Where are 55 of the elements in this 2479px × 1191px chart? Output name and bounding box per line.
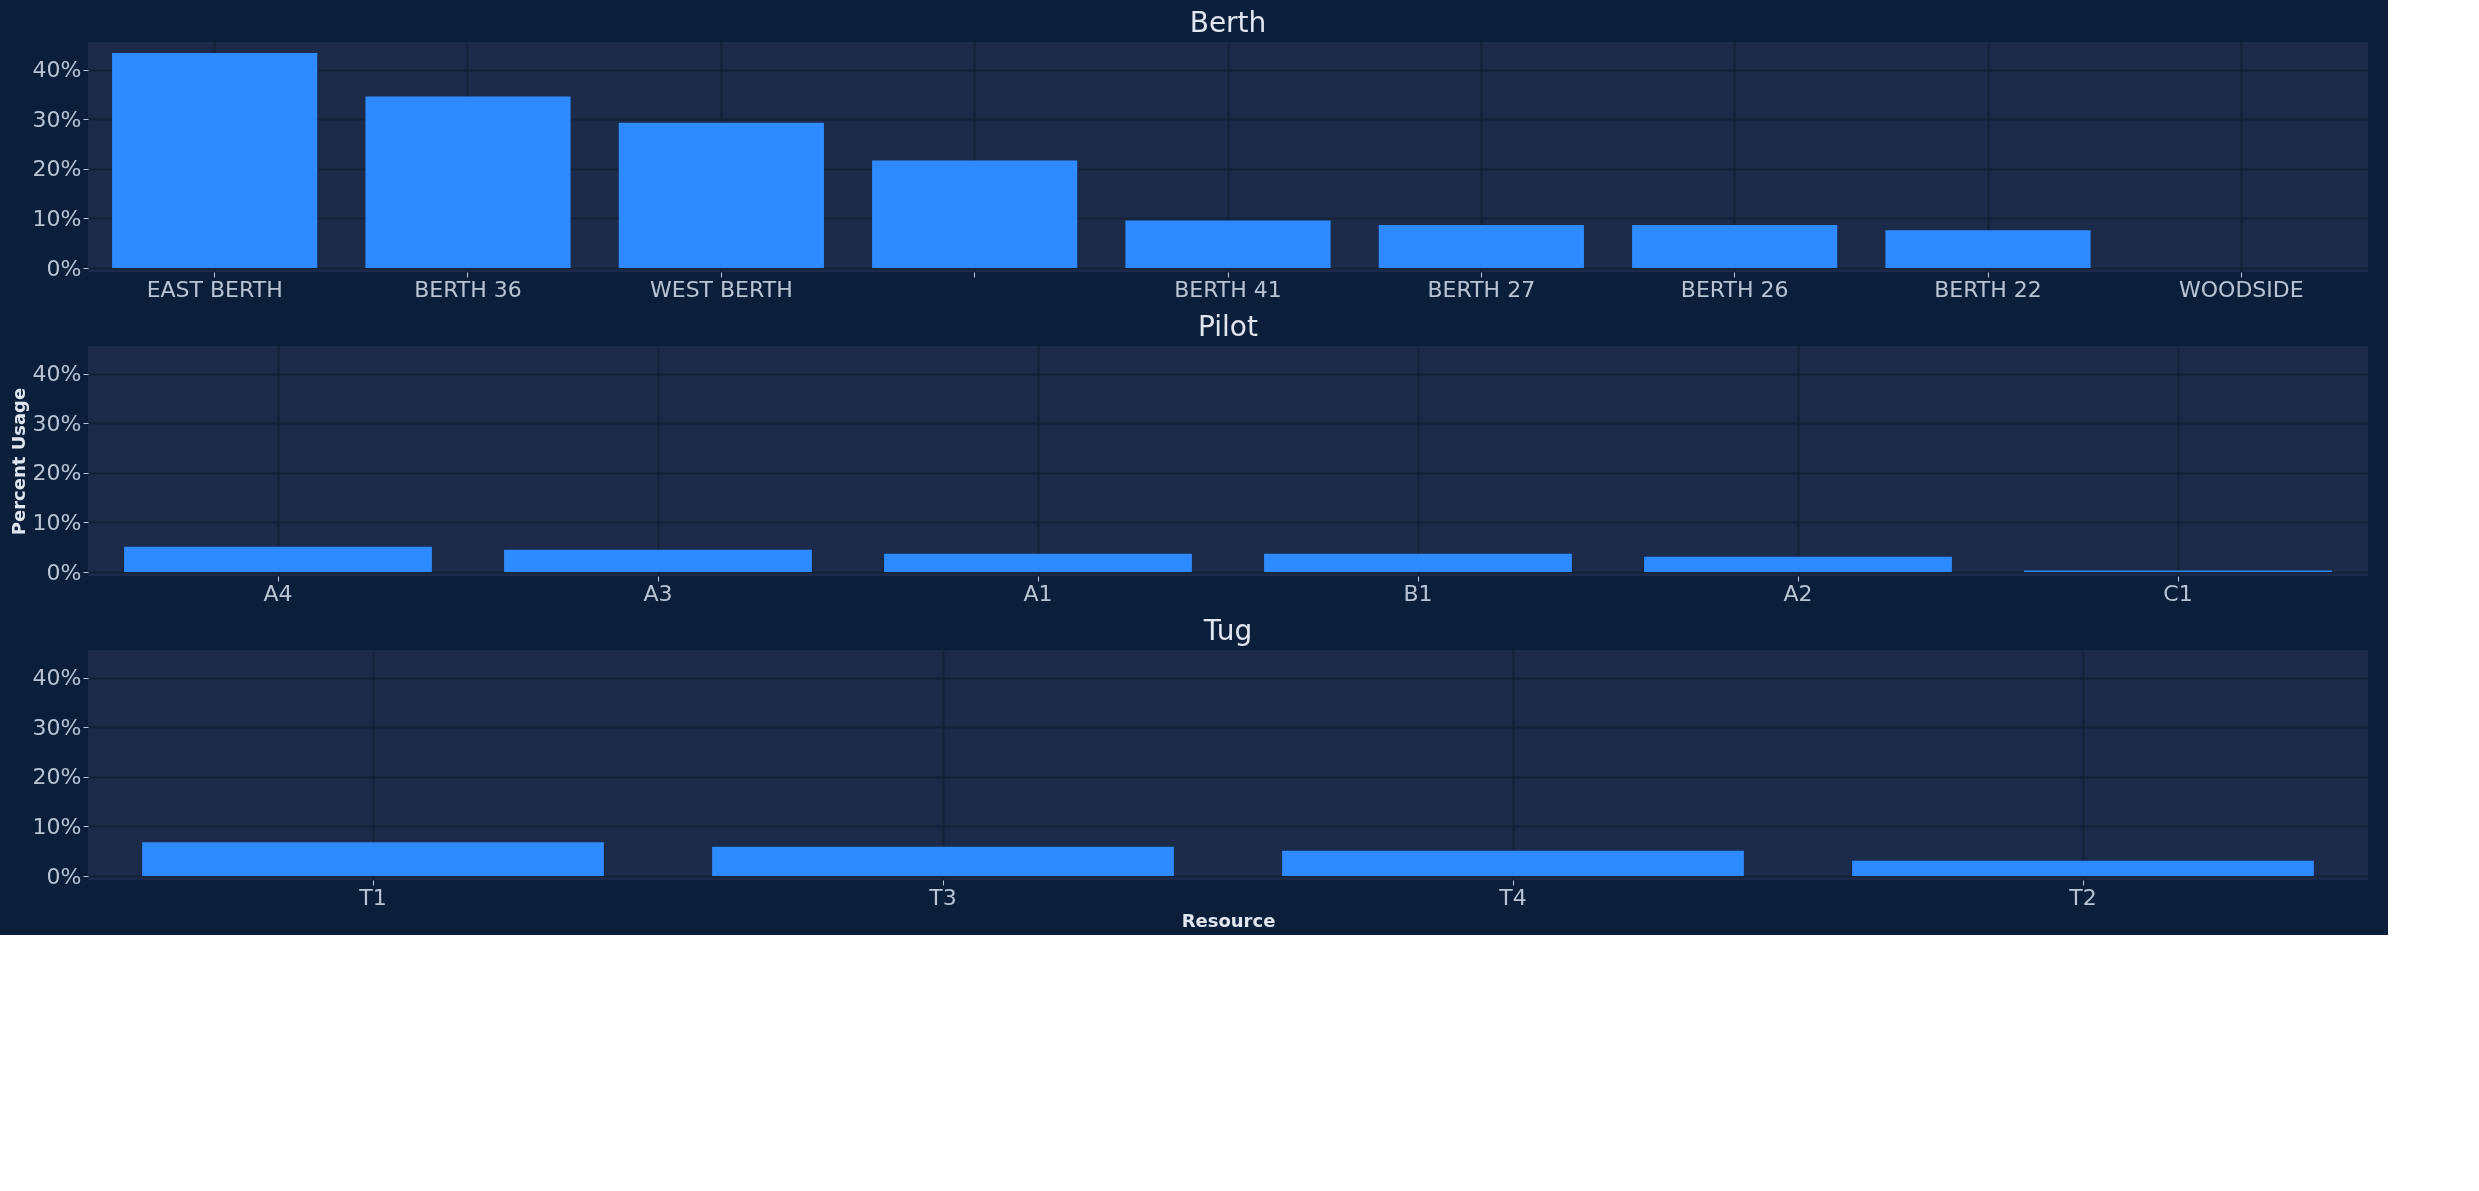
y-tick-label: 40% [32,361,82,387]
y-tick-label: 30% [32,410,82,436]
x-tick-label: A4 [263,580,293,606]
y-tick-label: 30% [32,714,82,740]
y-tick-label: 10% [32,205,82,231]
x-tick-label: BERTH 27 [1427,276,1536,302]
bar [872,160,1078,269]
x-tick-label: C1 [2163,580,2193,606]
x-tick-label: BERTH 41 [1174,276,1282,302]
y-tick-label: 0% [46,559,82,585]
bar [1282,850,1744,877]
y-tick-label: 0% [46,255,82,281]
y-tick-label: 10% [32,509,82,535]
x-tick-label: A2 [1783,580,1813,606]
x-tick-label: WOODSIDE [2179,276,2304,302]
bar [142,842,604,877]
bar [124,546,432,573]
bar [1644,556,1952,573]
bar [1125,220,1331,269]
y-tick-label: 40% [32,57,82,83]
x-tick-label: BERTH 22 [1934,276,2042,302]
y-tick-label: 30% [32,106,82,132]
y-axis-title: Percent Usage [7,387,29,536]
x-tick-label: T3 [928,884,957,910]
chart-title: Pilot [1198,310,1258,343]
bar [884,553,1192,573]
x-axis-title: Resource [1181,909,1276,931]
x-tick-label: A1 [1023,580,1053,606]
y-tick-label: 40% [32,665,82,691]
y-tick-label: 20% [32,460,82,486]
x-tick-label: T2 [2068,884,2097,910]
x-tick-label: WEST BERTH [649,276,793,302]
bar [1264,553,1572,573]
x-tick-label: T4 [1498,884,1527,910]
bar [1378,224,1584,269]
bar [1852,860,2314,877]
y-tick-label: 10% [32,813,82,839]
y-tick-label: 20% [32,764,82,790]
chart-title: Berth [1189,6,1267,39]
x-tick-label: EAST BERTH [146,276,283,302]
chart-title: Tug [1202,614,1253,647]
bar [1885,230,2091,269]
x-tick-label: A3 [643,580,673,606]
y-tick-label: 20% [32,156,82,182]
bar [1632,224,1838,269]
bar [504,549,812,573]
y-tick-label: 0% [46,863,82,889]
x-tick-label: BERTH 36 [414,276,522,302]
bar [618,122,824,269]
x-tick-label: T1 [358,884,387,910]
x-tick-label: B1 [1403,580,1433,606]
bar [365,96,571,269]
bar [112,52,318,269]
x-tick-label: BERTH 26 [1680,276,1789,302]
bar [712,846,1174,877]
